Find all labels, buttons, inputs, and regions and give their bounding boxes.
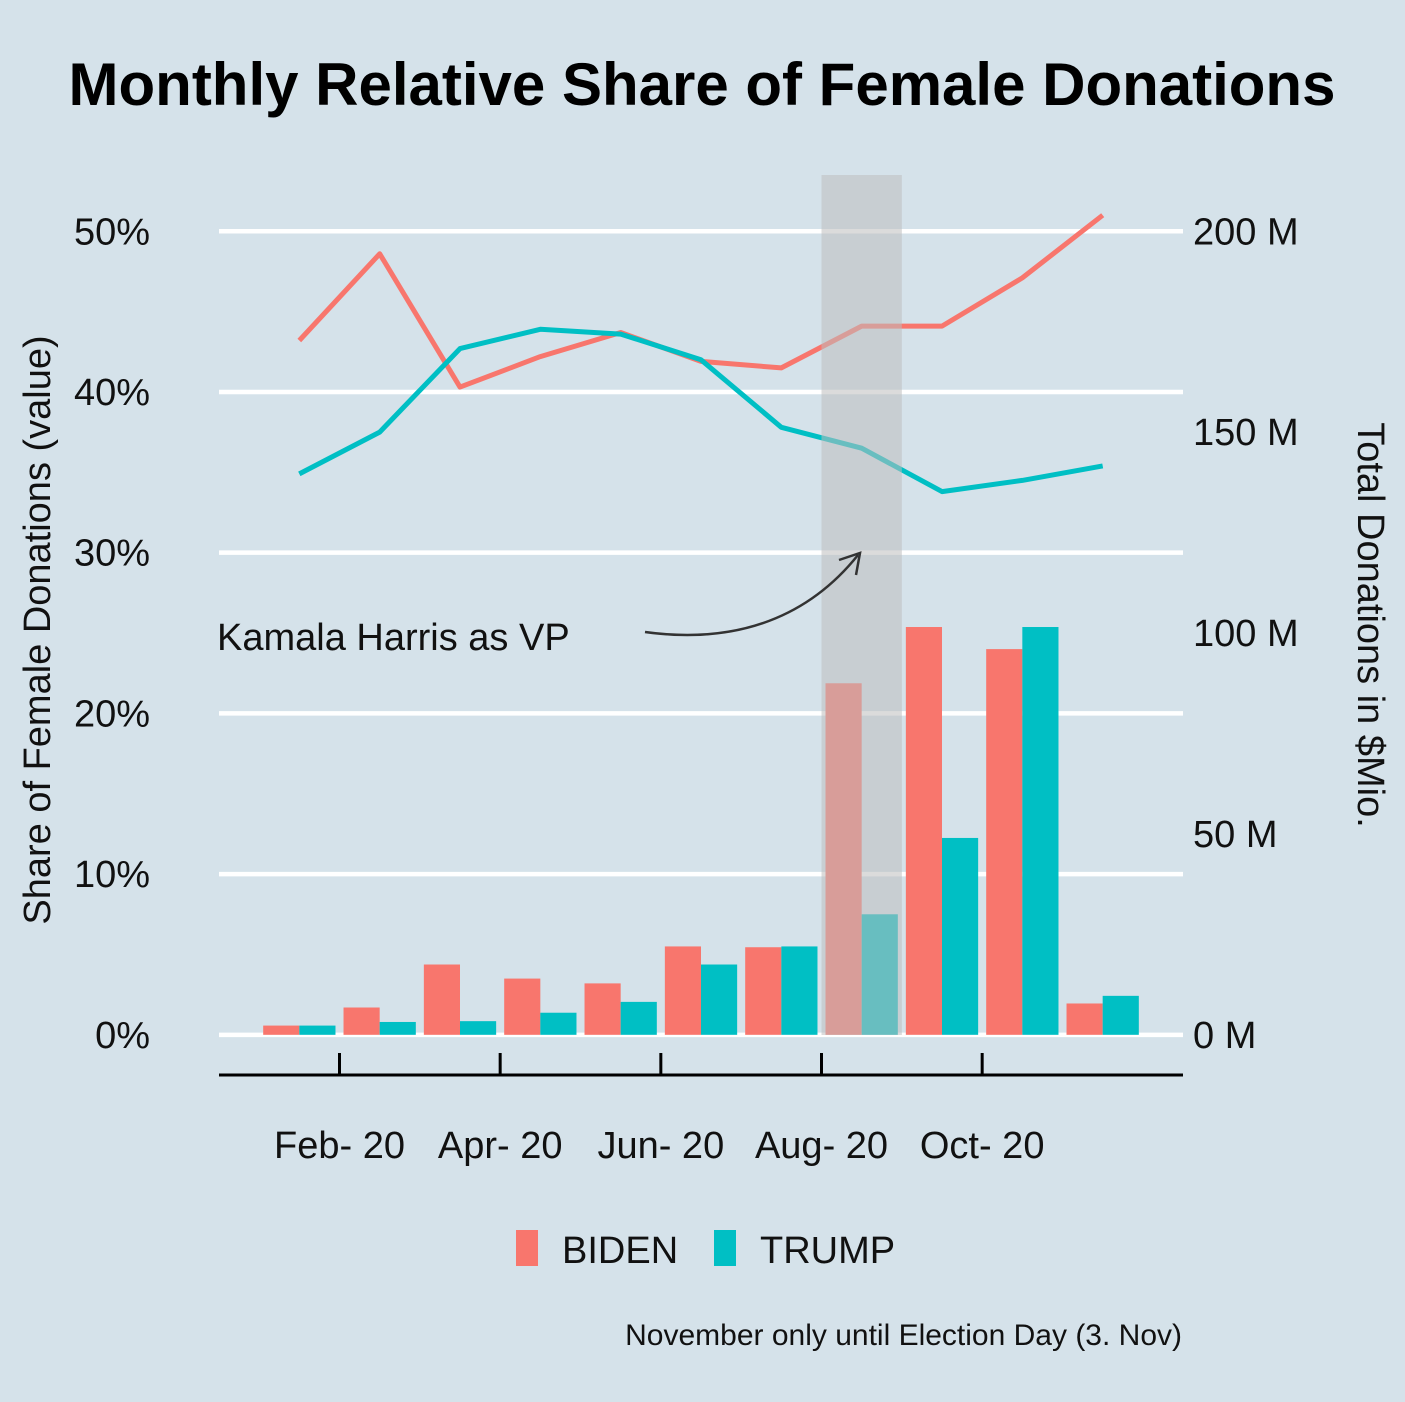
y-left-tick-label: 30% — [74, 533, 150, 575]
highlight-band — [821, 175, 902, 1035]
bar-biden-2020-06 — [664, 946, 701, 1035]
bar-trump-2020-09 — [942, 837, 979, 1035]
legend-label-trump: TRUMP — [760, 1230, 895, 1272]
bar-trump-2020-01 — [299, 1025, 336, 1035]
y-left-tick-label: 10% — [74, 854, 150, 896]
x-tick-label: Apr- 20 — [438, 1125, 563, 1167]
x-axis: Feb- 20 Apr- 20 Jun- 20 Aug- 20 Oct- 20 — [219, 1053, 1183, 1167]
annotation-arrowhead — [838, 551, 862, 576]
y-left-tick-label: 20% — [74, 693, 150, 735]
share-lines — [297, 213, 1105, 495]
bar-biden-2020-03 — [423, 964, 460, 1035]
bar-biden-2020-02 — [343, 1007, 380, 1035]
y-axis-left-title: Share of Female Donations (value) — [17, 335, 59, 924]
legend: BIDEN TRUMP — [516, 1230, 895, 1272]
bar-biden-2020-09 — [905, 627, 942, 1035]
bar-trump-2020-10 — [1022, 627, 1059, 1035]
bar-biden-2020-11 — [1066, 1003, 1103, 1035]
x-tick-label: Feb- 20 — [274, 1125, 405, 1167]
y-left-tick-label: 50% — [74, 211, 150, 253]
bar-trump-2020-07 — [781, 946, 818, 1035]
bar-trump-2020-03 — [460, 1021, 497, 1035]
bar-trump-2020-05 — [620, 1001, 657, 1035]
annotation: Kamala Harris as VP — [217, 551, 862, 659]
bar-biden-2020-05 — [584, 983, 621, 1035]
x-tick-label: Oct- 20 — [920, 1125, 1045, 1167]
x-tick-label: Aug- 20 — [755, 1125, 888, 1167]
bar-trump-2020-04 — [540, 1012, 577, 1035]
y-right-tick-label: 50 M — [1193, 814, 1277, 856]
bar-biden-2020-07 — [745, 947, 782, 1035]
y-right-tick-label: 150 M — [1193, 412, 1299, 454]
y-axis-right-ticks: 0 M 50 M 100 M 150 M 200 M — [1193, 211, 1299, 1057]
line-trump — [298, 326, 1104, 495]
annotation-arrow — [644, 554, 859, 637]
bar-biden-2020-10 — [986, 649, 1023, 1035]
bar-trump-2020-02 — [379, 1021, 416, 1035]
chart-title: Monthly Relative Share of Female Donatio… — [69, 51, 1336, 118]
bar-trump-2020-06 — [701, 964, 738, 1035]
y-left-tick-label: 0% — [95, 1015, 150, 1057]
legend-swatch-biden — [516, 1230, 538, 1266]
y-axis-left-ticks: 0% 10% 20% 30% 40% 50% — [74, 211, 150, 1057]
y-right-tick-label: 100 M — [1193, 613, 1299, 655]
caption: November only until Election Day (3. Nov… — [625, 1319, 1182, 1352]
y-left-tick-label: 40% — [74, 372, 150, 414]
highlight-band-rect — [821, 175, 902, 1035]
legend-label-biden: BIDEN — [562, 1230, 678, 1272]
y-axis-right-title: Total Donations in $Mio. — [1349, 422, 1391, 828]
annotation-text: Kamala Harris as VP — [217, 617, 570, 659]
bar-biden-2020-01 — [263, 1025, 300, 1035]
y-right-tick-label: 0 M — [1193, 1015, 1256, 1057]
legend-swatch-trump — [714, 1230, 736, 1266]
x-tick-label: Jun- 20 — [597, 1125, 724, 1167]
y-right-tick-label: 200 M — [1193, 211, 1299, 253]
bar-trump-2020-11 — [1102, 995, 1139, 1035]
bar-biden-2020-04 — [504, 978, 541, 1035]
